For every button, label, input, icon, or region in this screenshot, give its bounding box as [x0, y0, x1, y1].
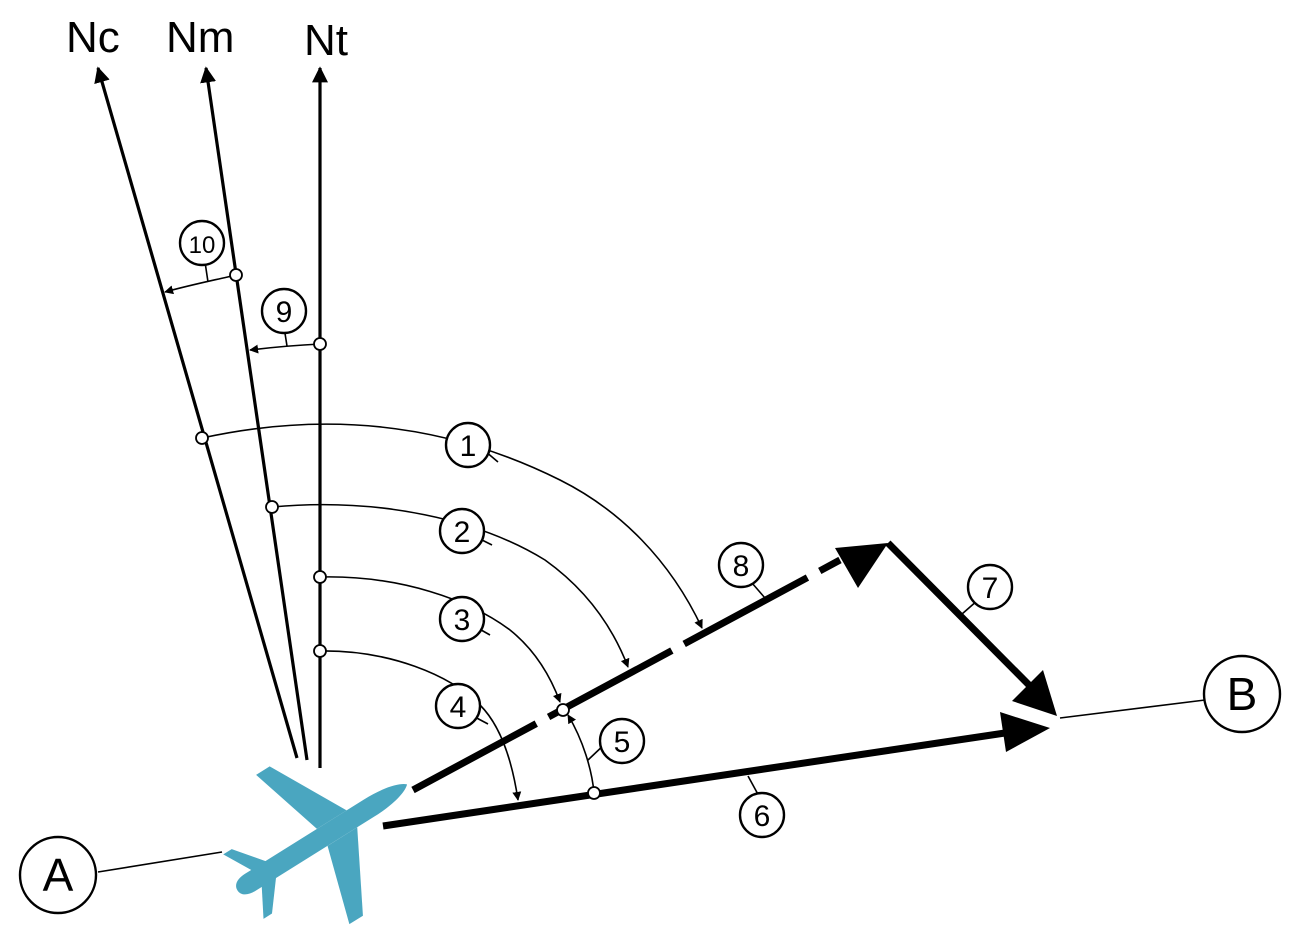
arc-1 [201, 423, 703, 629]
dot-heading-arc5 [556, 703, 570, 717]
ground-track-gap [1013, 709, 1051, 726]
dot-nm-arc10 [229, 268, 243, 282]
svg-text:10: 10 [189, 232, 216, 259]
svg-text:4: 4 [450, 691, 467, 724]
ground-track-vector [382, 729, 1006, 830]
svg-text:2: 2 [454, 516, 471, 549]
svg-text:7: 7 [982, 572, 999, 605]
point-b: B [1202, 654, 1282, 734]
north-compass-line [94, 66, 299, 759]
arc-5 [567, 714, 595, 794]
heading-arrowhead [835, 543, 888, 588]
svg-text:B: B [1227, 668, 1258, 720]
marker-2: 2 [438, 507, 486, 555]
marker-9: 9 [260, 287, 308, 335]
arc-2 [271, 503, 630, 668]
svg-text:3: 3 [454, 604, 471, 637]
track-line-b [1059, 699, 1206, 719]
marker-6: 6 [738, 791, 786, 839]
label-nc: Nc [66, 13, 120, 62]
track-line-a [97, 851, 223, 873]
marker-5: 5 [598, 717, 646, 765]
svg-text:8: 8 [733, 550, 750, 583]
dot-track-arc5 [587, 786, 601, 800]
airplane-icon [223, 766, 408, 925]
wind-vector [885, 540, 1033, 689]
label-nm: Nm [166, 13, 234, 62]
leader-8 [751, 582, 766, 599]
point-a: A [18, 835, 98, 915]
north-magnetic-line [200, 66, 309, 761]
ground-track-arrowhead [1000, 712, 1050, 752]
svg-text:9: 9 [276, 296, 293, 329]
marker-4: 4 [434, 682, 482, 730]
dot-nt-arc4 [313, 644, 327, 658]
heading-vector [411, 556, 842, 794]
marker-10: 10 [178, 219, 226, 267]
dot-nm-arc2 [265, 500, 279, 514]
marker-7: 7 [966, 563, 1014, 611]
svg-text:6: 6 [754, 800, 771, 833]
marker-3: 3 [438, 595, 486, 643]
arc-9 [249, 343, 321, 354]
arc-4 [319, 650, 522, 801]
svg-text:A: A [43, 849, 74, 901]
dot-nc-arc1 [195, 431, 209, 445]
dot-nt-arc9 [313, 337, 327, 351]
dot-nt-arc3 [313, 570, 327, 584]
marker-1: 1 [444, 421, 492, 469]
label-nt: Nt [304, 16, 348, 65]
wind-arrowhead [1012, 670, 1057, 716]
svg-text:1: 1 [460, 430, 477, 463]
arc-10 [164, 274, 237, 295]
arc-3 [319, 576, 562, 703]
marker-8: 8 [717, 541, 765, 589]
svg-text:5: 5 [614, 726, 631, 759]
